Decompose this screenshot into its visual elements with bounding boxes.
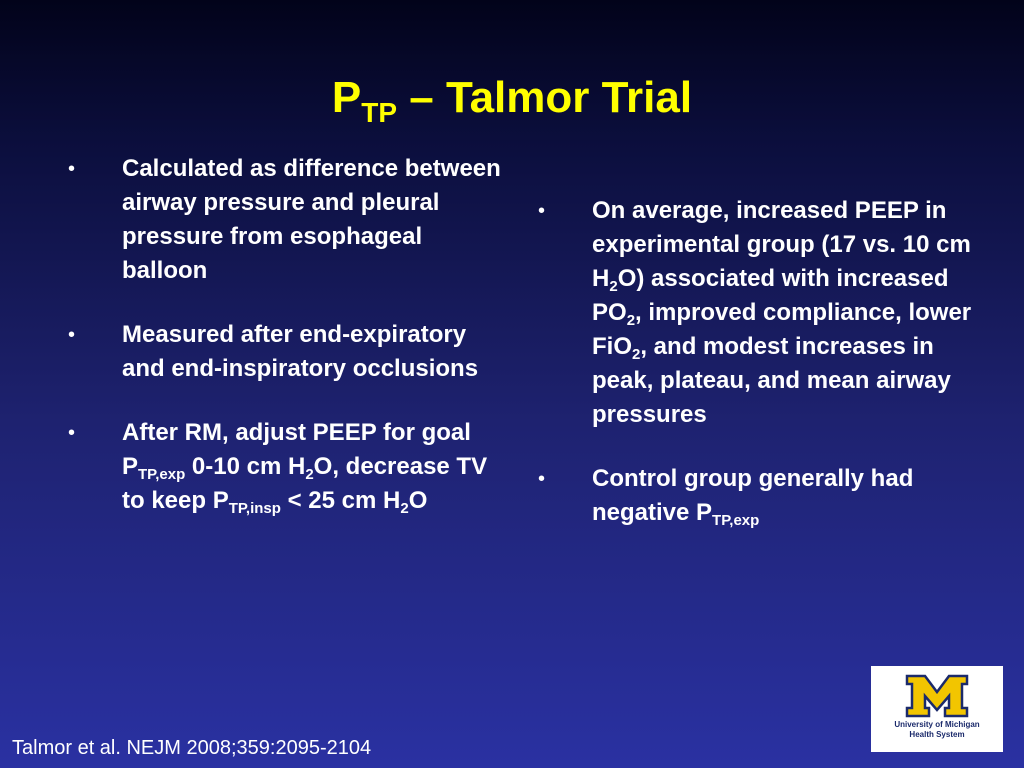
bullet-dot-icon: • bbox=[68, 158, 76, 180]
bullet-item: • After RM, adjust PEEP for goal PTP,exp … bbox=[64, 416, 504, 518]
bullet-subscript: TP,exp bbox=[138, 466, 186, 483]
bullet-text: Control group generally had negative PTP… bbox=[592, 465, 914, 529]
slide-title: PTP – Talmor Trial bbox=[0, 68, 1024, 128]
bullet-dot-icon: • bbox=[538, 200, 546, 222]
logo-caption-line1: University of Michigan bbox=[894, 720, 980, 729]
bullet-subscript: 2 bbox=[632, 346, 641, 363]
bullet-dot-icon: • bbox=[538, 468, 546, 490]
logo-caption: University of Michigan Health System bbox=[871, 720, 1003, 740]
bullet-text-segment: After RM, adjust PEEP for goal P bbox=[122, 419, 471, 480]
bullet-item: • Measured after end-expiratory and end-i… bbox=[64, 318, 504, 386]
block-m-logo-icon bbox=[905, 674, 969, 718]
title-p: P bbox=[331, 73, 362, 122]
left-bullet-list: • Calculated as difference between airway… bbox=[64, 152, 504, 548]
bullet-text: After RM, adjust PEEP for goal PTP,exp 0… bbox=[122, 419, 488, 517]
bullet-text: Calculated as difference between airway … bbox=[122, 155, 501, 284]
bullet-item: • On average, increased PEEP in experimen… bbox=[534, 194, 974, 432]
bullet-subscript: 2 bbox=[609, 278, 618, 295]
bullet-text-segment: Control group generally had negative P bbox=[592, 465, 914, 526]
bullet-text-segment: O, decrease TV to keep P bbox=[122, 453, 488, 514]
title-rest: – Talmor Trial bbox=[397, 73, 693, 122]
citation: Talmor et al. NEJM 2008;359:2095-2104 bbox=[12, 737, 372, 759]
bullet-dot-icon: • bbox=[68, 324, 76, 346]
logo-caption-line2: Health System bbox=[909, 730, 965, 739]
bullet-subscript: 2 bbox=[626, 312, 636, 329]
bullet-text: Measured after end-expiratory and end-in… bbox=[122, 321, 478, 382]
title-subscript-tp: TP bbox=[361, 97, 398, 128]
bullet-dot-icon: • bbox=[68, 422, 76, 444]
right-bullet-list: • On average, increased PEEP in experimen… bbox=[534, 194, 974, 560]
bullet-text-segment: Measured after end-expiratory and end-in… bbox=[122, 321, 479, 382]
bullet-text-segment: 0-10 cm H bbox=[185, 453, 306, 480]
bullet-text-segment: , improved compliance, lower FiO bbox=[592, 299, 972, 360]
university-logo: University of Michigan Health System bbox=[871, 666, 1003, 752]
bullet-text-segment: On average, increased PEEP in experiment… bbox=[592, 197, 971, 292]
bullet-subscript: 2 bbox=[305, 466, 314, 483]
bullet-subscript: 2 bbox=[400, 500, 409, 517]
bullet-text-segment: O) associated with increased PO bbox=[592, 265, 949, 326]
bullet-text-segment: O bbox=[408, 487, 428, 514]
bullet-subscript: TP,insp bbox=[228, 500, 281, 517]
bullet-item: • Control group generally had negative PT… bbox=[534, 462, 974, 530]
bullet-text-segment: < 25 cm H bbox=[280, 487, 401, 514]
bullet-text: On average, increased PEEP in experiment… bbox=[592, 197, 971, 428]
bullet-text-segment: , and modest increases in peak, plateau,… bbox=[592, 333, 951, 428]
bullet-item: • Calculated as difference between airway… bbox=[64, 152, 504, 288]
bullet-subscript: TP,exp bbox=[712, 512, 760, 529]
bullet-text-segment: Calculated as difference between airway … bbox=[122, 155, 501, 284]
